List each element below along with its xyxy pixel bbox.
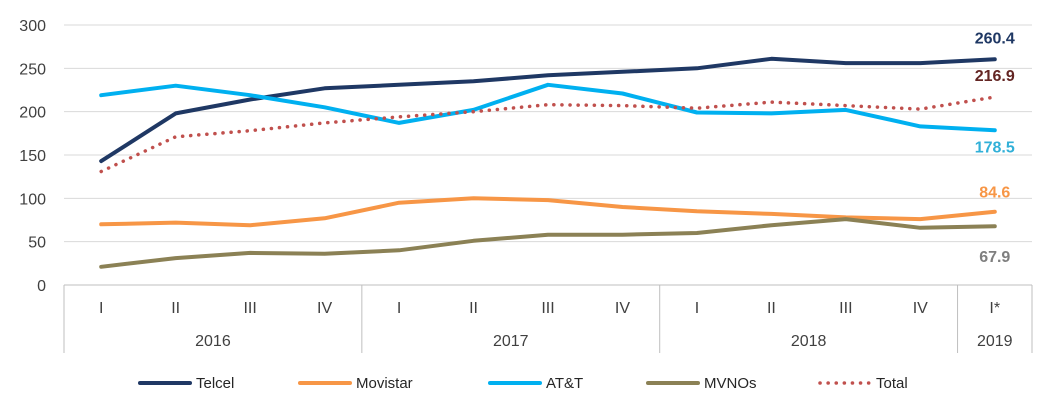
data-label-movistar: 84.6 bbox=[979, 185, 1010, 202]
x-tick-label: I* bbox=[989, 300, 1000, 317]
x-tick-label: III bbox=[541, 300, 554, 317]
x-group-label: 2016 bbox=[195, 333, 231, 350]
series-lines bbox=[99, 56, 997, 269]
legend-label: Total bbox=[876, 375, 908, 392]
x-tick-label: I bbox=[695, 300, 699, 317]
x-tick-label: I bbox=[397, 300, 401, 317]
x-group-label: 2019 bbox=[977, 333, 1013, 350]
y-axis: 0 50 100 150 200 250 300 bbox=[19, 18, 46, 295]
x-tick-label: IV bbox=[615, 300, 630, 317]
y-tick-label: 0 bbox=[37, 278, 46, 295]
legend-label: Movistar bbox=[356, 375, 413, 392]
x-tick-label: III bbox=[243, 300, 256, 317]
series-line-telcel bbox=[99, 56, 997, 164]
data-label-mvnos: 67.9 bbox=[979, 249, 1010, 266]
series-line-mvnos bbox=[99, 217, 997, 269]
x-tick-label: IV bbox=[913, 300, 928, 317]
y-tick-label: 100 bbox=[19, 191, 46, 208]
x-tick-label: II bbox=[767, 300, 776, 317]
x-tick-label: III bbox=[839, 300, 852, 317]
end-labels: 260.4 84.6 178.5 67.9 216.9 bbox=[975, 30, 1015, 266]
legend: Telcel Movistar AT&T MVNOs Total bbox=[138, 375, 908, 392]
y-tick-label: 150 bbox=[19, 148, 46, 165]
x-group-label: 2018 bbox=[791, 333, 827, 350]
x-tick-label: II bbox=[469, 300, 478, 317]
x-tick-label: II bbox=[171, 300, 180, 317]
legend-label: MVNOs bbox=[704, 375, 757, 392]
x-tick-label: I bbox=[99, 300, 103, 317]
data-label-at-t: 178.5 bbox=[975, 139, 1015, 156]
series-line-total bbox=[99, 95, 997, 174]
gridlines bbox=[64, 24, 1032, 243]
legend-label: AT&T bbox=[546, 375, 583, 392]
x-tick-label: IV bbox=[317, 300, 332, 317]
series-line-at-t bbox=[99, 82, 997, 133]
legend-label: Telcel bbox=[196, 375, 234, 392]
data-label-total: 216.9 bbox=[975, 68, 1015, 85]
y-tick-label: 200 bbox=[19, 105, 46, 122]
data-label-telcel: 260.4 bbox=[975, 30, 1015, 47]
y-tick-label: 300 bbox=[19, 18, 46, 35]
x-axis: I II III IV I II III IV I II III IV I*2016 2017 2018 20… bbox=[63, 284, 1033, 353]
x-group-label: 2017 bbox=[493, 333, 529, 350]
y-tick-label: 50 bbox=[28, 235, 46, 252]
y-tick-label: 250 bbox=[19, 61, 46, 78]
